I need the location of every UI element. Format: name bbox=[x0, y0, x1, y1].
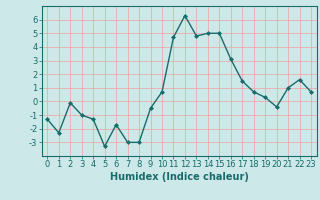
X-axis label: Humidex (Indice chaleur): Humidex (Indice chaleur) bbox=[110, 172, 249, 182]
